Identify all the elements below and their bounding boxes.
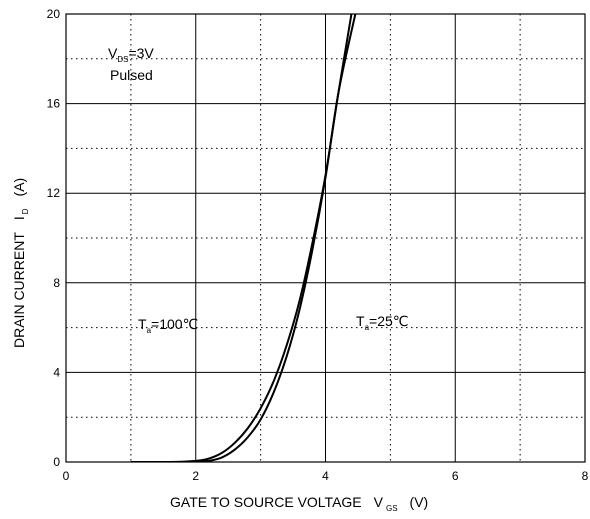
major-grid — [66, 14, 585, 462]
annotation-t25: Ta=25℃ — [356, 313, 409, 332]
y-tick-labels: 0 4 8 12 16 20 — [47, 7, 61, 469]
curves — [130, 14, 357, 462]
x-axis-title: GATE TO SOURCE VOLTAGE V GS (V) — [170, 494, 428, 513]
y-tick-label: 0 — [53, 455, 60, 469]
y-axis-title: DRAIN CURRENTID(A) — [11, 178, 30, 348]
annotation-t100: Ta=100℃ — [138, 316, 198, 335]
x-tick-label: 2 — [192, 469, 199, 483]
x-tick-labels: 0 2 4 6 8 — [63, 469, 589, 483]
y-tick-label: 16 — [47, 97, 61, 111]
x-tick-label: 8 — [582, 469, 589, 483]
plot-frame — [65, 13, 586, 463]
minor-grid — [66, 14, 585, 462]
annotation-vds: VDS=3V — [108, 45, 154, 64]
annotation-pulsed: Pulsed — [110, 67, 153, 83]
series-line-ta-25 — [130, 14, 357, 462]
x-tick-label: 6 — [452, 469, 459, 483]
y-tick-label: 20 — [47, 7, 61, 21]
y-tick-label: 8 — [53, 276, 60, 290]
x-tick-label: 0 — [63, 469, 70, 483]
y-tick-label: 12 — [47, 186, 61, 200]
y-tick-label: 4 — [53, 365, 60, 379]
x-tick-label: 4 — [322, 469, 329, 483]
